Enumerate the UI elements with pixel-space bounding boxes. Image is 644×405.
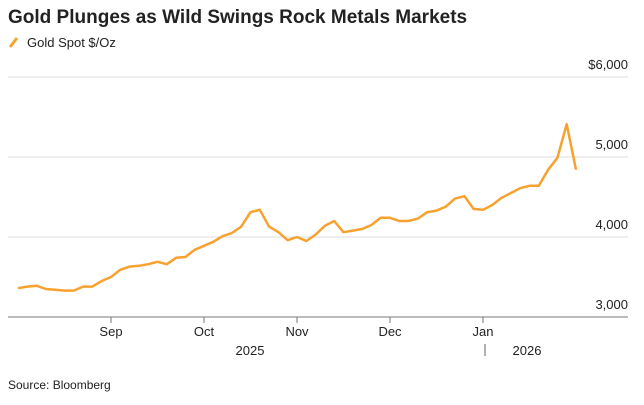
year-label: 2026 <box>513 343 542 358</box>
source: Source: Bloomberg <box>8 378 111 392</box>
legend-label: Gold Spot $/Oz <box>27 35 116 50</box>
x-tick-label: Oct <box>194 324 215 339</box>
x-tick-label: Nov <box>285 324 309 339</box>
line <box>17 122 578 292</box>
chart-title: Gold Plunges as Wild Swings Rock Metals … <box>8 7 467 28</box>
y-tick-label: 5,000 <box>595 137 628 152</box>
y-tick-label: 3,000 <box>595 297 628 312</box>
legend-icon <box>8 37 19 48</box>
x-tick-label: Dec <box>378 324 402 339</box>
y-tick-label: 4,000 <box>595 217 628 232</box>
x-tick-label: Jan <box>473 324 494 339</box>
x-tick-label: Sep <box>99 324 122 339</box>
year-label: 2025 <box>236 343 265 358</box>
y-tick-label: $6,000 <box>588 57 628 72</box>
